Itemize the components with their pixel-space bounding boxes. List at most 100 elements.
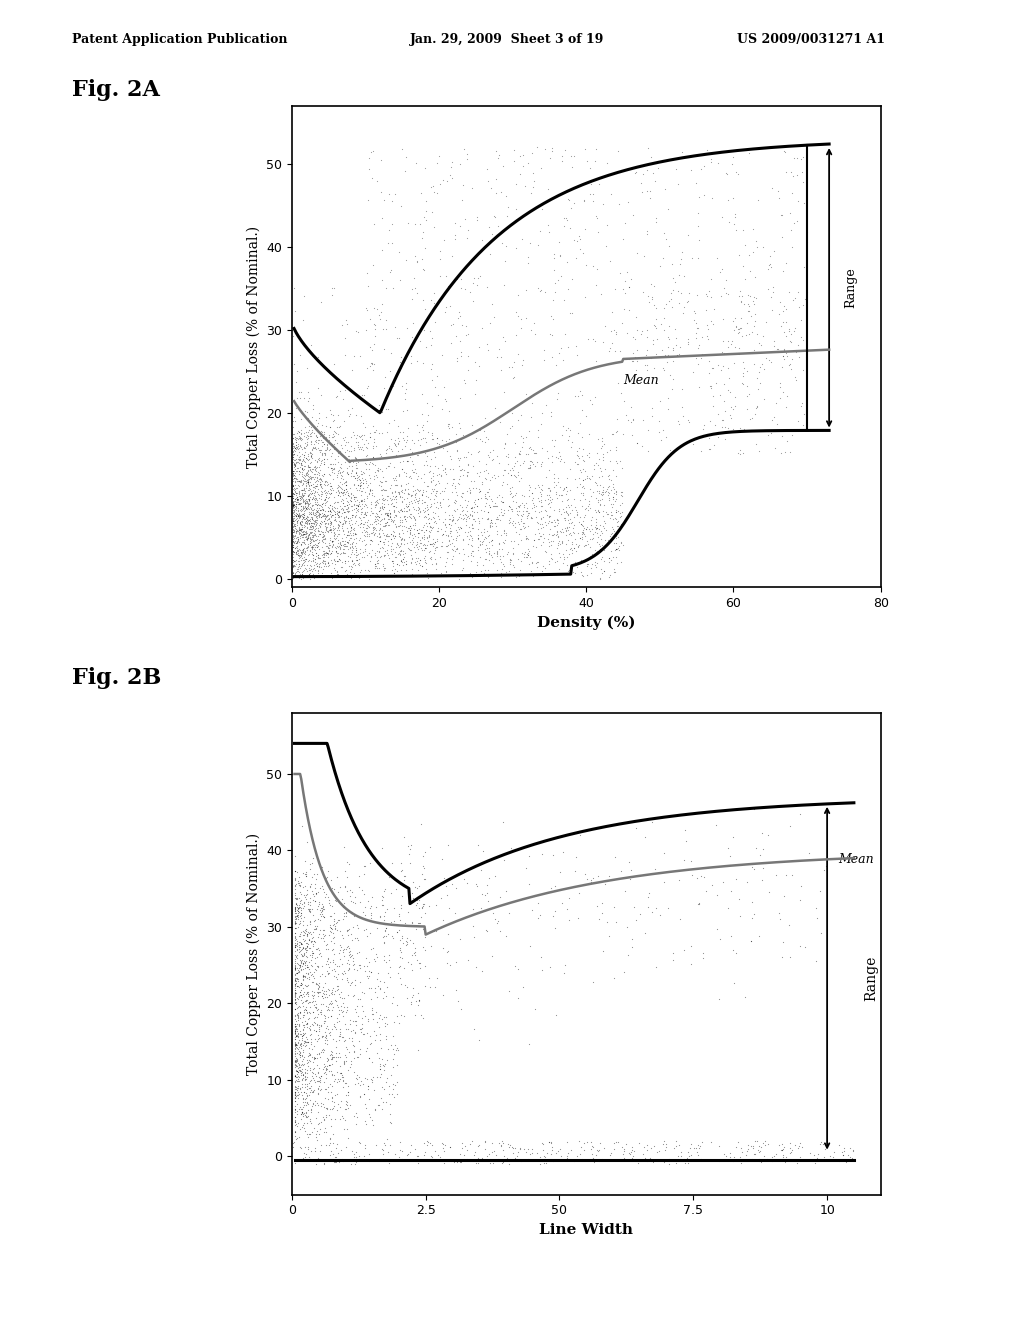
Point xyxy=(312,1134,329,1155)
Point xyxy=(674,242,690,263)
Point xyxy=(324,999,340,1020)
Point xyxy=(477,483,494,504)
Point xyxy=(777,865,794,886)
Point xyxy=(307,466,324,487)
Point xyxy=(294,1044,310,1065)
Point xyxy=(319,1018,336,1039)
Point xyxy=(287,845,303,866)
Point xyxy=(423,546,439,568)
Point xyxy=(539,1142,555,1163)
Point xyxy=(367,982,383,1003)
Point xyxy=(306,1090,323,1111)
Point xyxy=(288,1015,304,1036)
Point xyxy=(606,562,623,583)
Point xyxy=(540,488,556,510)
Point xyxy=(722,1143,738,1164)
Point xyxy=(299,499,315,520)
Point xyxy=(464,546,480,568)
Point xyxy=(287,999,303,1020)
Point xyxy=(323,512,339,533)
Point xyxy=(305,477,322,498)
Point xyxy=(514,437,530,458)
Point xyxy=(772,292,788,313)
Point xyxy=(301,911,317,932)
Point xyxy=(610,510,627,531)
Point xyxy=(300,935,316,956)
Point xyxy=(642,273,658,294)
Point xyxy=(573,527,590,548)
Point xyxy=(531,525,548,546)
Point xyxy=(428,531,444,552)
Point xyxy=(549,383,565,404)
Point xyxy=(446,477,463,498)
Point xyxy=(374,537,390,558)
Point xyxy=(321,892,337,913)
Point xyxy=(332,495,348,516)
Point xyxy=(566,523,583,544)
Point xyxy=(382,453,398,474)
Point xyxy=(559,490,575,511)
Point xyxy=(546,467,562,488)
Point xyxy=(406,519,422,540)
Point xyxy=(337,531,353,552)
Point xyxy=(544,876,560,898)
Point xyxy=(507,466,523,487)
Point xyxy=(299,506,315,527)
Point xyxy=(304,440,321,461)
Point xyxy=(298,498,314,519)
Point xyxy=(290,429,306,450)
Point xyxy=(482,496,499,517)
Point xyxy=(291,898,307,919)
Point xyxy=(414,520,430,541)
Point xyxy=(377,513,393,535)
Point xyxy=(295,1005,311,1026)
Point xyxy=(304,483,321,504)
Point xyxy=(324,919,340,940)
Point xyxy=(286,496,302,517)
Point xyxy=(758,1130,774,1151)
Point xyxy=(318,491,335,512)
Point xyxy=(435,438,452,459)
Point xyxy=(334,498,350,519)
Point xyxy=(372,309,388,330)
Point xyxy=(734,1142,751,1163)
Point xyxy=(466,564,482,585)
Point xyxy=(295,523,311,544)
Point xyxy=(592,539,608,560)
Point xyxy=(288,519,304,540)
Point xyxy=(588,473,604,494)
Point xyxy=(336,473,352,494)
Point xyxy=(322,535,338,556)
Point xyxy=(421,837,437,858)
Point xyxy=(650,157,667,178)
Point xyxy=(303,461,319,482)
Point xyxy=(290,510,306,531)
Point xyxy=(458,504,474,525)
Point xyxy=(529,552,546,573)
Point xyxy=(382,1111,398,1133)
Point xyxy=(648,956,665,977)
Point xyxy=(330,498,346,519)
Point xyxy=(611,450,628,471)
Point xyxy=(341,440,357,461)
Point xyxy=(774,931,791,952)
Point xyxy=(535,556,551,577)
Point xyxy=(403,525,420,546)
Point xyxy=(398,520,415,541)
Point xyxy=(380,494,396,515)
Point xyxy=(481,1152,498,1173)
Point xyxy=(386,506,402,527)
Point xyxy=(441,494,458,515)
Point xyxy=(310,519,327,540)
Point xyxy=(289,940,305,961)
Point xyxy=(336,482,352,503)
Point xyxy=(458,325,474,346)
Point xyxy=(601,465,617,486)
Point xyxy=(685,301,701,322)
Point xyxy=(473,499,489,520)
Point xyxy=(470,488,486,510)
Point xyxy=(316,490,333,511)
Point xyxy=(345,451,361,473)
Point xyxy=(492,533,508,554)
Point xyxy=(302,417,318,438)
